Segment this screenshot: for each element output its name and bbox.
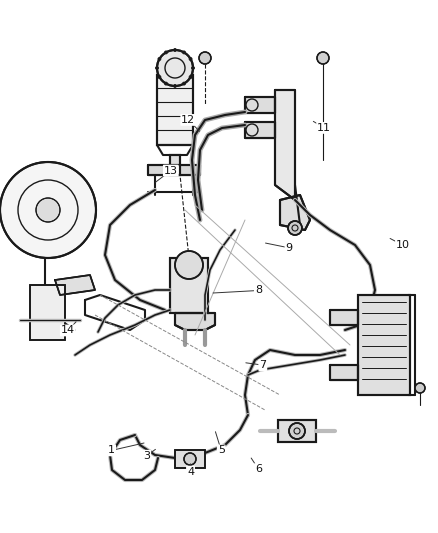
Circle shape xyxy=(317,52,329,64)
Bar xyxy=(358,295,410,395)
Text: 7: 7 xyxy=(259,360,266,370)
Circle shape xyxy=(155,67,159,69)
Circle shape xyxy=(183,51,186,54)
Polygon shape xyxy=(280,195,310,230)
Text: 12: 12 xyxy=(181,115,195,125)
Circle shape xyxy=(175,251,203,279)
Text: 11: 11 xyxy=(317,123,331,133)
Polygon shape xyxy=(275,90,295,200)
Polygon shape xyxy=(245,122,275,138)
Circle shape xyxy=(288,221,302,235)
Bar xyxy=(30,285,65,340)
Text: 14: 14 xyxy=(61,326,75,335)
Bar xyxy=(278,420,316,442)
Bar xyxy=(170,155,180,175)
Text: 1: 1 xyxy=(108,446,115,455)
Bar xyxy=(170,155,180,175)
Text: 8: 8 xyxy=(255,286,262,295)
Text: 13: 13 xyxy=(164,166,178,175)
Polygon shape xyxy=(175,313,215,330)
Circle shape xyxy=(191,67,194,69)
Text: 3: 3 xyxy=(143,451,150,461)
Text: 9: 9 xyxy=(286,243,293,253)
Bar xyxy=(278,420,316,442)
Text: 6: 6 xyxy=(255,464,262,474)
Circle shape xyxy=(173,49,177,52)
Text: 4: 4 xyxy=(187,467,194,477)
Circle shape xyxy=(0,162,96,258)
Text: 5: 5 xyxy=(218,446,225,455)
Circle shape xyxy=(189,76,192,78)
Circle shape xyxy=(183,82,186,85)
Bar xyxy=(157,75,193,145)
Polygon shape xyxy=(55,275,95,295)
Circle shape xyxy=(157,50,193,86)
Polygon shape xyxy=(330,365,358,380)
Bar xyxy=(170,258,208,313)
Circle shape xyxy=(189,58,192,61)
Circle shape xyxy=(173,85,177,87)
Bar xyxy=(175,450,205,468)
Polygon shape xyxy=(148,165,200,175)
Bar xyxy=(175,450,205,468)
Circle shape xyxy=(415,383,425,393)
Circle shape xyxy=(165,82,167,85)
Bar xyxy=(157,75,193,145)
Circle shape xyxy=(165,51,167,54)
Polygon shape xyxy=(330,310,358,325)
Circle shape xyxy=(36,198,60,222)
Bar xyxy=(170,258,208,313)
Text: 10: 10 xyxy=(396,240,410,250)
Circle shape xyxy=(184,453,196,465)
Bar xyxy=(30,285,65,340)
Circle shape xyxy=(199,52,211,64)
Circle shape xyxy=(158,76,161,78)
Circle shape xyxy=(289,423,305,439)
Polygon shape xyxy=(245,97,275,113)
Circle shape xyxy=(158,58,161,61)
Bar xyxy=(358,295,410,395)
